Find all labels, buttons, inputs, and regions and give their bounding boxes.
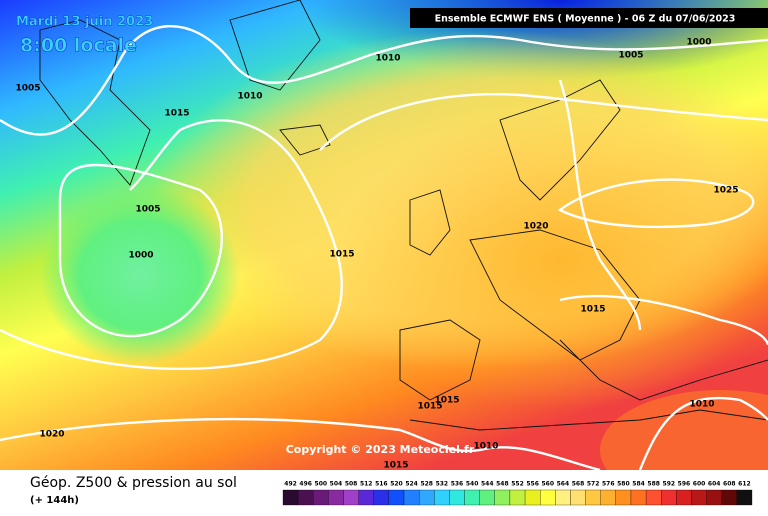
color-swatch [524, 489, 541, 506]
colorbar-label: 556 [526, 481, 539, 488]
footer-title: Géop. Z500 & pression au sol [30, 475, 237, 491]
isobar-label: 1010 [473, 442, 498, 452]
colorbar-label: 560 [541, 481, 554, 488]
color-swatch [373, 489, 390, 506]
color-swatch [721, 489, 738, 506]
isobar-label: 1000 [128, 251, 153, 261]
color-swatch [313, 489, 329, 506]
colorbar-label: 532 [436, 481, 449, 488]
color-swatch [540, 489, 556, 506]
colorbar-label: 592 [663, 481, 676, 488]
color-swatch [736, 489, 753, 506]
color-swatch [449, 489, 465, 506]
colorbar-label: 500 [315, 481, 328, 488]
colorbar-label: 516 [375, 481, 388, 488]
color-swatch [706, 489, 722, 506]
colorbar-label: 588 [647, 481, 660, 488]
isobar-label: 1010 [375, 54, 400, 64]
isobar-label: 1010 [689, 400, 714, 410]
copyright: Copyright © 2023 Meteociel.fr [286, 443, 475, 456]
colorbar-label: 524 [405, 481, 418, 488]
colorbar-label: 540 [466, 481, 479, 488]
color-swatch [282, 489, 299, 506]
colorbar-label: 528 [420, 481, 433, 488]
color-swatch [630, 489, 647, 506]
isobar-label: 1015 [329, 250, 354, 260]
isobar-label: 1005 [15, 84, 40, 94]
valid-time: 8:00 locale [20, 35, 137, 57]
isobar-label: 1020 [39, 430, 64, 440]
colorbar-label: 608 [723, 481, 736, 488]
color-swatch [464, 489, 480, 506]
isobar-label: 1000 [686, 38, 711, 48]
colorbar-label: 512 [360, 481, 373, 488]
color-swatch [358, 489, 374, 506]
isobar-label: 1015 [383, 461, 408, 471]
color-swatch [494, 489, 511, 506]
color-swatch [585, 489, 601, 506]
color-swatch [343, 489, 359, 506]
color-swatch [615, 489, 632, 506]
colorbar-label: 600 [693, 481, 706, 488]
colorbar-label: 612 [738, 481, 751, 488]
isobar-label: 1015 [434, 396, 459, 406]
colorbar-label: 536 [451, 481, 464, 488]
isobar-label: 1005 [135, 205, 160, 215]
isobar-label: 1015 [417, 402, 442, 412]
colorbar-label: 596 [678, 481, 691, 488]
color-swatch [328, 489, 344, 506]
colorbar-label: 504 [330, 481, 343, 488]
color-swatch [645, 489, 662, 506]
colorbar-label: 492 [284, 481, 297, 488]
valid-date: Mardi 13 juin 2023 [16, 15, 153, 30]
model-banner [410, 8, 768, 28]
colorbar-label: 564 [557, 481, 570, 488]
isobar-label: 1015 [164, 109, 189, 119]
colorbar-label: 508 [345, 481, 358, 488]
isobar-label: 1010 [237, 92, 262, 102]
color-swatch [676, 489, 692, 506]
color-swatch [479, 489, 495, 506]
color-swatch [661, 489, 677, 506]
colorbar-label: 544 [481, 481, 494, 488]
color-swatch [419, 489, 435, 506]
color-swatch [555, 489, 571, 506]
colorbar-label: 548 [496, 481, 509, 488]
isobar-label: 1020 [523, 222, 548, 232]
isobar-label: 1015 [580, 305, 605, 315]
color-swatch [691, 489, 707, 506]
colorbar-label: 520 [390, 481, 403, 488]
isobar-label: 1025 [713, 186, 738, 196]
colorbar-label: 572 [587, 481, 600, 488]
color-swatch [570, 489, 586, 506]
colorbar-label: 568 [572, 481, 585, 488]
model-info: Ensemble ECMWF ENS ( Moyenne ) - 06 Z du… [435, 14, 736, 25]
colorbar-label: 552 [511, 481, 524, 488]
color-swatch [297, 489, 314, 506]
color-swatch [388, 489, 405, 506]
isobar-label: 1005 [618, 51, 643, 61]
colorbar-label: 496 [299, 481, 312, 488]
colorbar-label: 580 [617, 481, 630, 488]
colorbar-label: 584 [632, 481, 645, 488]
colorbar-label: 576 [602, 481, 615, 488]
color-swatch [403, 489, 420, 506]
color-swatch [600, 489, 616, 506]
colorbar-label: 604 [708, 481, 721, 488]
color-swatch [509, 489, 526, 506]
footer-subtitle: (+ 144h) [30, 495, 79, 506]
color-swatch [434, 489, 450, 506]
